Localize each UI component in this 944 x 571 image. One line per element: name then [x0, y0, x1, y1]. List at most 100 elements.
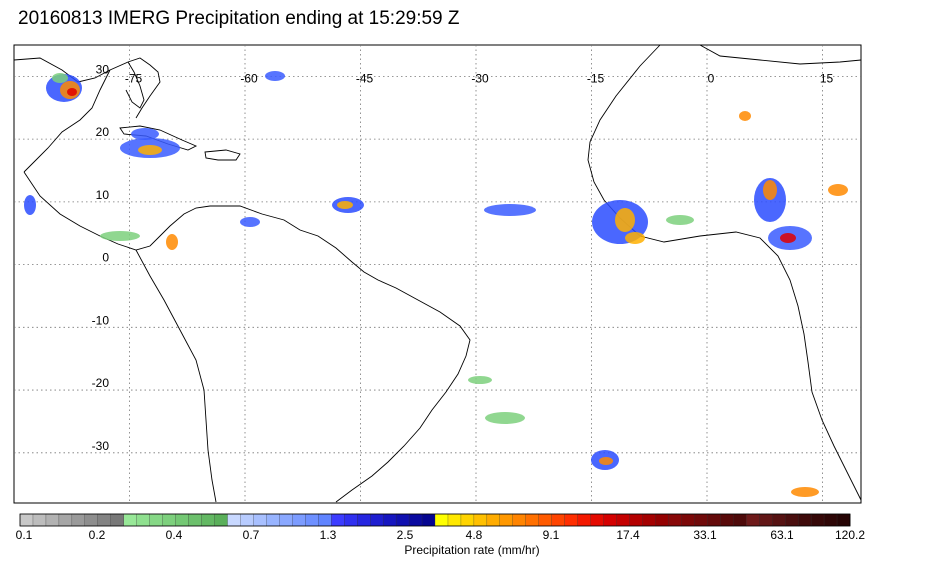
colorbar-swatch [746, 513, 760, 527]
colorbar-swatch [603, 513, 618, 527]
colorbar-swatch [201, 513, 215, 527]
precipitation-cell [615, 208, 635, 232]
graticule [14, 45, 861, 503]
colorbar-swatch [162, 513, 177, 527]
colorbar-swatch [823, 513, 838, 527]
colorbar-swatch [305, 513, 319, 527]
colorbar-swatch [408, 513, 423, 527]
colorbar-swatch [188, 513, 203, 527]
colorbar-swatch [720, 513, 734, 527]
longitude-label: -60 [240, 71, 258, 85]
colorbar-tick-label: 2.5 [396, 528, 414, 542]
longitude-label: -75 [125, 71, 143, 85]
colorbar-swatch [253, 513, 267, 527]
colorbar-swatch [486, 513, 501, 527]
precipitation-cell [131, 128, 159, 140]
colorbar-tick-label: 0.7 [242, 528, 260, 542]
colorbar-swatch [318, 513, 332, 527]
colorbar-tick-label: 0.4 [165, 528, 183, 542]
coastlines [13, 44, 862, 503]
colorbar-swatch [32, 513, 47, 527]
precipitation-cell [265, 71, 285, 81]
precipitation-cell [138, 145, 162, 155]
coastline-north-america [13, 57, 161, 173]
coastline-west-africa [587, 44, 862, 501]
colorbar-swatch [434, 513, 449, 527]
colorbar-tick-label: 33.1 [693, 528, 717, 542]
colorbar-tick-label: 9.1 [542, 528, 560, 542]
latitude-label: -20 [92, 376, 110, 390]
colorbar-swatch [292, 513, 306, 527]
colorbar-swatch [214, 513, 228, 527]
colorbar-swatch [19, 513, 34, 527]
colorbar-swatch [395, 513, 410, 527]
colorbar-swatch [836, 513, 851, 527]
precipitation-cell [763, 180, 777, 200]
colorbar-swatch [668, 513, 682, 527]
latitude-label: -30 [92, 439, 110, 453]
precipitation-cell [52, 73, 68, 83]
precipitation-cell [791, 487, 819, 497]
colorbar-tick-labels: 0.1 0.2 0.4 0.7 1.3 2.5 4.8 9.1 17.4 33.1 63.1 120.… [0, 528, 944, 544]
colorbar-swatch [772, 513, 786, 527]
coastline-hispaniola [204, 149, 241, 161]
coastline-mediterranean [699, 44, 862, 65]
precipitation-cell [166, 234, 178, 250]
colorbar-swatch [45, 513, 60, 527]
latitude-label: 20 [96, 125, 110, 139]
colorbar-swatch [499, 513, 514, 527]
precipitation-cell [739, 111, 751, 121]
longitude-label: -45 [356, 71, 374, 85]
latitude-label: -10 [92, 313, 110, 327]
colorbar-swatch [136, 513, 151, 527]
precipitation-cell [67, 88, 77, 96]
precipitation-cell [100, 231, 140, 241]
colorbar-swatch [590, 513, 605, 527]
colorbar-swatch [175, 513, 190, 527]
latitude-label: 0 [102, 251, 109, 265]
colorbar-tick-label: 0.2 [88, 528, 106, 542]
longitude-label: -15 [587, 71, 605, 85]
colorbar-swatch [655, 513, 669, 527]
colorbar-swatch [227, 513, 241, 527]
colorbar-swatch [785, 513, 799, 527]
colorbar-swatch [331, 513, 345, 527]
longitude-labels: -75 -60 -45 -30 -15 0 15 [125, 71, 834, 85]
colorbar-swatch [642, 513, 656, 527]
colorbar-swatch [382, 513, 397, 527]
colorbar-swatch [551, 513, 566, 527]
colorbar-swatch [538, 513, 553, 527]
colorbar-swatch [149, 513, 164, 527]
colorbar-swatch [797, 513, 812, 527]
longitude-label: -30 [471, 71, 489, 85]
colorbar-swatch [512, 513, 527, 527]
colorbar-tick-label: 1.3 [319, 528, 337, 542]
colorbar-swatch [460, 513, 475, 527]
colorbar-swatch [84, 513, 99, 527]
precipitation-cell [625, 232, 645, 244]
latitude-label: 30 [96, 62, 110, 76]
colorbar-swatch [564, 513, 579, 527]
colorbar-tick-label: 63.1 [770, 528, 794, 542]
colorbar-swatch [110, 513, 125, 527]
longitude-label: 15 [820, 71, 834, 85]
precipitation-cell [468, 376, 492, 384]
colorbar-swatch [577, 513, 592, 527]
colorbar-swatch [616, 513, 630, 527]
colorbar-swatch [421, 513, 436, 527]
colorbar-tick-label: 4.8 [465, 528, 483, 542]
precipitation-cell [24, 195, 36, 215]
colorbar-swatch [525, 513, 540, 527]
precipitation-cell [485, 412, 525, 424]
colorbar-swatch [279, 513, 293, 527]
colorbar-swatch [733, 513, 747, 527]
precipitation-cell [666, 215, 694, 225]
precipitation-cell [240, 217, 260, 227]
colorbar-swatch [71, 513, 86, 527]
precipitation-cell [599, 457, 613, 465]
colorbar-title: Precipitation rate (mm/hr) [404, 543, 540, 557]
colorbar-swatch [344, 513, 358, 527]
precipitation-cell [780, 233, 796, 243]
colorbar-swatch [357, 513, 371, 527]
